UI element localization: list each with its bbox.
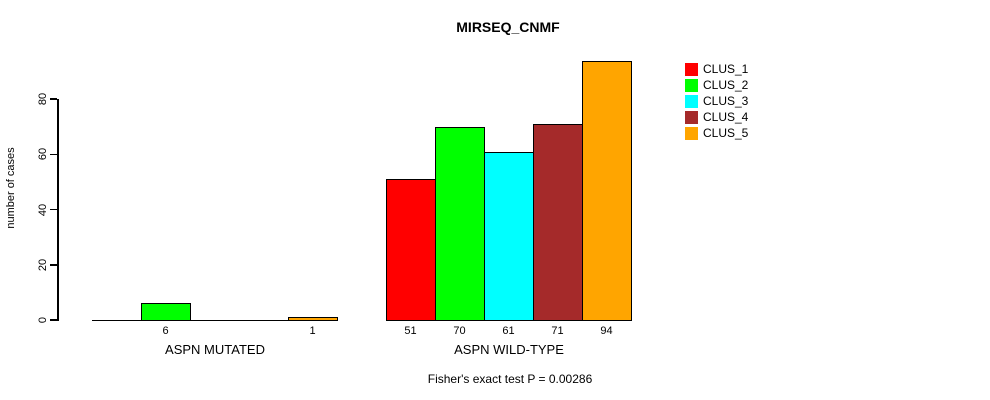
bar-clus_5-mutated bbox=[288, 317, 338, 322]
y-tick-label: 20 bbox=[37, 258, 49, 271]
bar-value-label: 1 bbox=[309, 325, 316, 337]
bar-clus_3-wild-type bbox=[484, 151, 534, 322]
legend-label-clus_5: CLUS_5 bbox=[703, 126, 749, 140]
x-group-label-wild-type: ASPN WILD-TYPE bbox=[454, 342, 564, 357]
bar-clus_1-wild-type bbox=[386, 179, 436, 322]
y-axis-tick bbox=[50, 208, 57, 211]
y-axis-tick bbox=[50, 264, 57, 266]
bar-clus_2-wild-type bbox=[435, 126, 485, 322]
bar-clus_4-wild-type bbox=[533, 124, 583, 322]
legend-label-clus_1: CLUS_1 bbox=[703, 62, 749, 76]
legend-swatch-clus_4 bbox=[685, 111, 698, 124]
y-tick-label: 60 bbox=[37, 148, 49, 161]
y-tick-label: 80 bbox=[37, 93, 49, 106]
y-axis-label: number of cases bbox=[5, 147, 17, 229]
zero-bar-baseline bbox=[190, 319, 240, 321]
chart-title: MIRSEQ_CNMF bbox=[456, 19, 560, 35]
bar-value-label: 94 bbox=[600, 325, 613, 337]
legend-label-clus_2: CLUS_2 bbox=[703, 78, 749, 92]
bar-value-label: 71 bbox=[551, 325, 564, 337]
y-axis-tick bbox=[50, 153, 57, 156]
y-tick-label: 0 bbox=[37, 316, 49, 324]
y-axis-tick bbox=[50, 98, 57, 100]
legend-label-clus_4: CLUS_4 bbox=[703, 110, 749, 124]
x-group-label-mutated: ASPN MUTATED bbox=[165, 342, 265, 357]
legend-label-clus_3: CLUS_3 bbox=[703, 94, 749, 108]
bar-value-label: 61 bbox=[502, 325, 515, 337]
legend-swatch-clus_3 bbox=[685, 95, 698, 108]
y-axis-line bbox=[57, 99, 59, 322]
zero-bar-baseline bbox=[239, 319, 289, 321]
fisher-test-annotation: Fisher's exact test P = 0.00286 bbox=[427, 372, 593, 386]
zero-bar-baseline bbox=[92, 319, 142, 321]
y-tick-label: 40 bbox=[37, 203, 49, 216]
y-axis-tick bbox=[50, 319, 57, 321]
legend-swatch-clus_2 bbox=[685, 79, 698, 92]
legend-swatch-clus_5 bbox=[685, 127, 698, 140]
bar-value-label: 51 bbox=[404, 325, 417, 337]
bar-value-label: 70 bbox=[453, 325, 466, 337]
bar-clus_2-mutated bbox=[141, 303, 191, 322]
legend-swatch-clus_1 bbox=[685, 63, 698, 76]
bar-clus_5-wild-type bbox=[582, 60, 632, 322]
bar-value-label: 6 bbox=[162, 325, 169, 337]
